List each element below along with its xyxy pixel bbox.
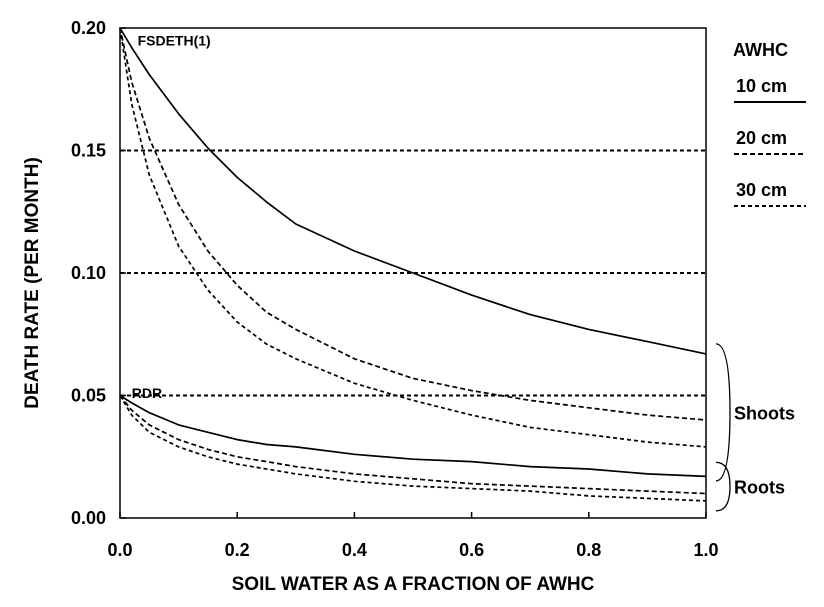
series-line-shoots-20cm bbox=[119, 27, 707, 421]
y-tick-label: 0.00 bbox=[71, 508, 106, 528]
y-axis-title: DEATH RATE (PER MONTH) bbox=[22, 157, 43, 409]
group-label: Roots bbox=[734, 478, 785, 498]
x-axis-ticks: 0.0 0.2 0.4 0.6 0.8 1.0 bbox=[107, 512, 719, 560]
group-bracket bbox=[715, 461, 731, 512]
x-tick-label: 0.6 bbox=[459, 540, 484, 560]
annotation-label: FSDETH(1) bbox=[138, 32, 211, 48]
y-axis-ticks: 0.00 0.05 0.10 0.15 0.20 bbox=[71, 18, 126, 528]
y-tick-label: 0.05 bbox=[71, 386, 106, 406]
x-axis-title: SOIL WATER AS A FRACTION OF AWHC bbox=[232, 574, 595, 595]
group-label: Shoots bbox=[734, 403, 795, 423]
legend-entry-label: 30 cm bbox=[736, 180, 787, 200]
y-tick-label: 0.15 bbox=[71, 141, 106, 161]
series-line-shoots-10cm bbox=[119, 27, 707, 355]
series-line-roots-20cm bbox=[119, 394, 707, 495]
annotation-label: RDR bbox=[132, 385, 162, 401]
series-lines bbox=[119, 27, 707, 502]
x-tick-label: 1.0 bbox=[693, 540, 718, 560]
legend-entry-label: 20 cm bbox=[736, 128, 787, 148]
series-line-shoots-30cm bbox=[119, 27, 707, 448]
group-bracket bbox=[715, 343, 731, 482]
x-tick-label: 0.8 bbox=[576, 540, 601, 560]
y-tick-label: 0.20 bbox=[71, 18, 106, 38]
series-line-roots-10cm bbox=[119, 394, 707, 478]
legend: AWHC 10 cm 20 cm 30 cm bbox=[733, 40, 806, 207]
x-tick-label: 0.4 bbox=[342, 540, 367, 560]
legend-title: AWHC bbox=[733, 40, 788, 60]
series-line-roots-30cm bbox=[119, 395, 707, 502]
x-tick-label: 0.0 bbox=[107, 540, 132, 560]
y-tick-label: 0.10 bbox=[71, 263, 106, 283]
legend-entry-label: 10 cm bbox=[736, 76, 787, 96]
group-brackets: Shoots Roots bbox=[715, 343, 795, 512]
x-tick-label: 0.2 bbox=[225, 540, 250, 560]
curve-annotations: FSDETH(1) RDR bbox=[132, 32, 211, 401]
